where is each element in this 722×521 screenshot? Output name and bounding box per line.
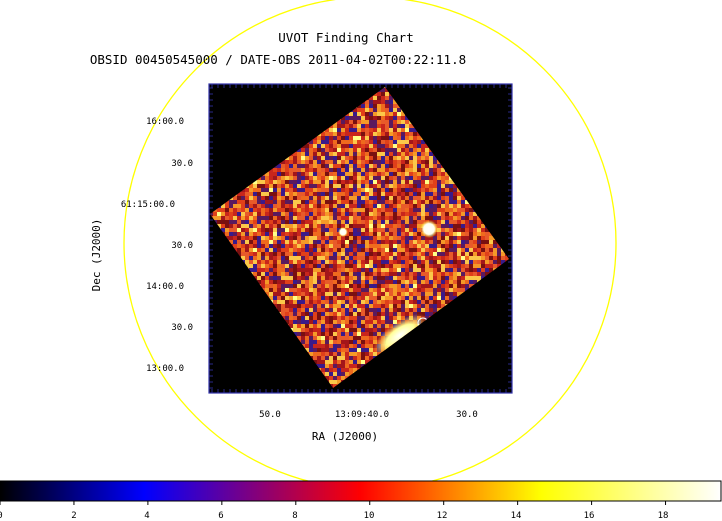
x-axis-label: RA (J2000) [312,430,378,443]
y-tick-label: 16:00.0 [146,117,184,127]
colorbar-tick-label: 12 [437,511,448,521]
bright-source [420,220,438,238]
colorbar [0,480,722,502]
x-tick-label: 50.0 [259,410,281,420]
y-tick-label: 13:00.0 [146,364,184,374]
colorbar-tick-label: 0 [0,511,3,521]
sources [338,220,438,357]
chart-subtitle: OBSID 00450545000 / DATE-OBS 2011-04-02T… [90,52,466,67]
faint-source [338,227,348,237]
y-axis-label: Dec (J2000) [90,219,103,292]
extended-emission [372,313,428,357]
y-tick-label: 30.0 [171,241,193,251]
y-tick-label: 14:00.0 [146,282,184,292]
frame-ticks [209,84,512,393]
image-frame [208,83,513,394]
colorbar-tick-label: 2 [71,511,76,521]
y-tick-label: 30.0 [171,159,193,169]
x-tick-label: 30.0 [456,410,478,420]
chart-title: UVOT Finding Chart [278,30,413,45]
colorbar-tick-label: 4 [144,511,149,521]
colorbar-tick-label: 18 [658,511,669,521]
colorbar-ticks [0,501,667,505]
colorbar-tick-label: 10 [364,511,375,521]
y-tick-label: 30.0 [171,323,193,333]
y-tick-label: 61:15:00.0 [121,200,175,210]
colorbar-tick-label: 8 [292,511,297,521]
x-tick-label: 13:09:40.0 [335,410,389,420]
colorbar-tick-label: 14 [511,511,522,521]
colorbar-tick-label: 6 [218,511,223,521]
colorbar-tick-label: 16 [584,511,595,521]
